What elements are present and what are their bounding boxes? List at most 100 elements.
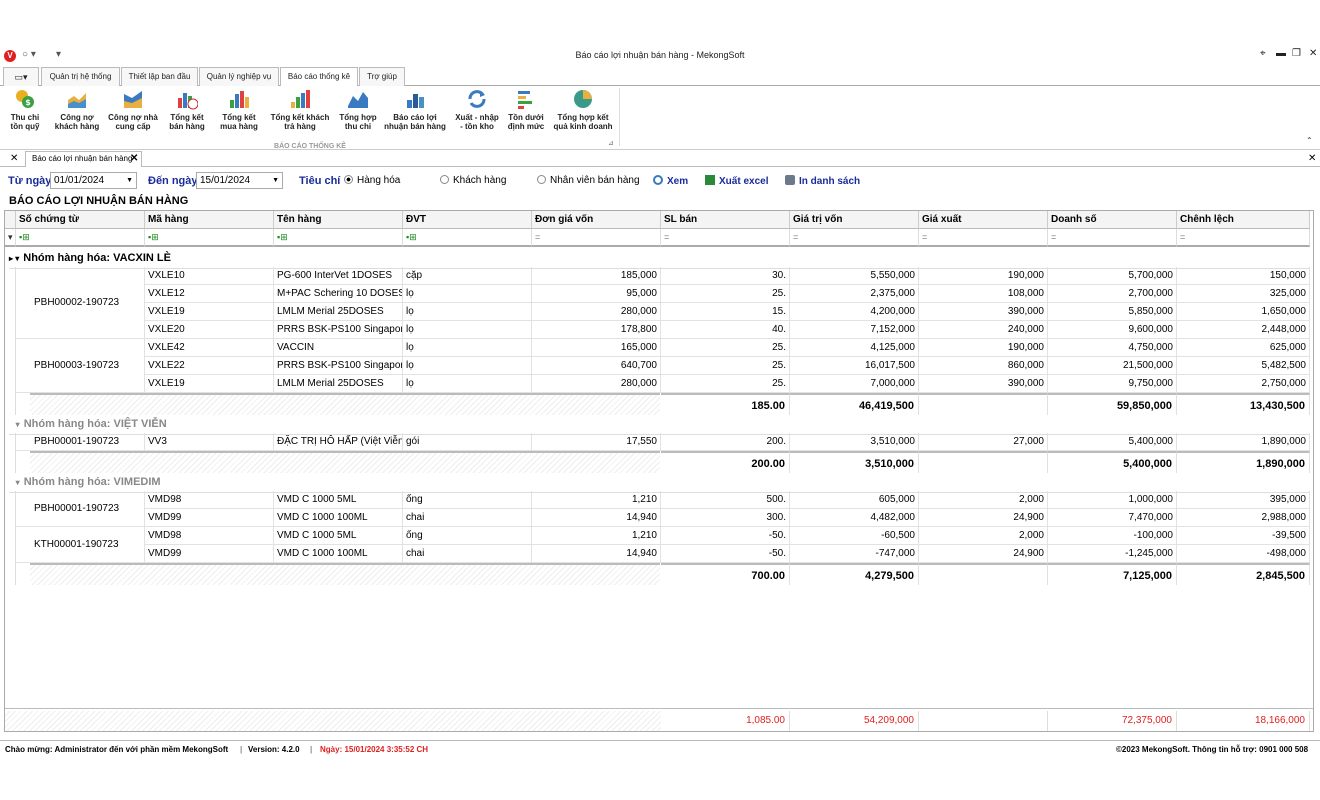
table-cell: LMLM Merial 25DOSES [274,375,403,393]
cong-no-nha-cung-cap-button[interactable]: Công nợ nhà cung cấp [106,88,160,131]
print-list-button[interactable]: In danh sách [785,175,860,187]
summary-hatch [30,451,660,473]
filter-equals-icon[interactable]: = [661,229,790,247]
date-text: Ngày: 15/01/2024 3:35:52 CH [320,745,429,754]
group-sum-sales: 59,850,000 [1048,393,1177,415]
table-cell: 24,900 [919,545,1048,563]
tong-hop-ket-qua-kinh-doanh-button[interactable]: Tổng hợp kết quả kinh doanh [550,88,616,131]
chart-area-icon [124,91,142,108]
maximize-icon[interactable]: ❐ [1292,48,1301,59]
table-cell: ống [403,491,532,509]
tab-tro-giup[interactable]: Trợ giúp [359,67,405,86]
table-cell: -39,500 [1177,527,1310,545]
document-number-cell: PBH00001-190723 [16,433,145,451]
table-cell: 150,000 [1177,267,1310,285]
table-cell: 500. [661,491,790,509]
minimize-icon[interactable]: ▬ [1276,48,1286,59]
radio-hang-hoa[interactable]: Hàng hóa [344,175,400,186]
cong-no-khach-hang-button[interactable]: Công nợ khách hàng [50,88,104,131]
column-header[interactable]: ĐVT [403,211,532,229]
table-cell: VMD C 1000 100ML [274,509,403,527]
radio-khach-hang[interactable]: Khách hàng [440,175,506,186]
restore-layout-icon[interactable]: ⌖ [1260,48,1266,59]
filter-equals-icon[interactable]: = [1177,229,1310,247]
tab-quan-tri-he-thong[interactable]: Quản trị hệ thống [41,67,120,86]
expand-chevron-icon[interactable]: ▾ [9,478,20,487]
table-cell: VMD C 1000 5ML [274,527,403,545]
table-cell: 2,448,000 [1177,321,1310,339]
close-icon[interactable]: ✕ [1309,48,1318,59]
filter-equals-icon[interactable]: = [1048,229,1177,247]
tab-quan-ly-nghiep-vu[interactable]: Quản lý nghiệp vụ [199,67,279,86]
export-excel-button[interactable]: Xuất excel [705,175,768,187]
table-cell: ống [403,527,532,545]
table-cell: 860,000 [919,357,1048,375]
table-cell: 4,125,000 [790,339,919,357]
table-cell: lọ [403,303,532,321]
table-cell: 17,550 [532,433,661,451]
filter-text-icon[interactable]: ▪⊞ [16,229,145,247]
group-header-row[interactable]: ▾ Nhóm hàng hóa: VIMEDIM [9,473,1309,493]
filter-text-icon[interactable]: ▪⊞ [274,229,403,247]
column-header[interactable]: Giá xuất [919,211,1048,229]
ribbon-group-label: BÁO CÁO THỐNG KÊ [274,143,346,150]
quick-access-circle-icon[interactable]: ○ ▾ [22,49,36,60]
table-cell: 1,650,000 [1177,303,1310,321]
expand-chevron-icon[interactable]: ▾ [9,420,20,429]
close-document-icon[interactable]: ✕ [1308,153,1317,164]
tong-ket-ban-hang-button[interactable]: Tổng kết bán hàng [162,88,212,131]
document-number-cell: PBH00002-190723 [16,267,145,339]
filter-equals-icon[interactable]: = [532,229,661,247]
column-header[interactable]: SL bán [661,211,790,229]
table-cell: 165,000 [532,339,661,357]
column-header[interactable]: Tên hàng [274,211,403,229]
report-grid: Số chứng từ Mã hàng Tên hàng ĐVT Đơn giá vốn… [4,210,1314,732]
tab-bao-cao-thong-ke[interactable]: Báo cáo thống kê [280,67,358,87]
bar-chart-icon [291,90,310,108]
filter-equals-icon[interactable]: = [790,229,919,247]
column-header[interactable]: Mã hàng [145,211,274,229]
tong-ket-khach-tra-hang-button[interactable]: Tổng kết khách trả hàng [266,88,334,131]
group-sum-sales: 5,400,000 [1048,451,1177,473]
tong-ket-mua-hang-button[interactable]: Tổng kết mua hàng [214,88,264,131]
filter-text-icon[interactable]: ▪⊞ [145,229,274,247]
group-sum-qty: 200.00 [661,451,790,473]
from-date-input[interactable]: 01/01/2024 ▼ [50,172,137,189]
to-date-input[interactable]: 15/01/2024 ▼ [196,172,283,189]
table-cell: VMD C 1000 5ML [274,491,403,509]
tab-thiet-lap-ban-dau[interactable]: Thiết lập ban đầu [121,67,198,86]
group-header-row[interactable]: ▾ Nhóm hàng hóa: VIỆT VIỄN [9,415,1309,435]
group-sum-empty [919,563,1048,585]
table-cell: 2,750,000 [1177,375,1310,393]
xuat-nhap-ton-kho-button[interactable]: Xuất - nhập - tồn kho [452,88,502,131]
column-header[interactable]: Đơn giá vốn [532,211,661,229]
ton-duoi-dinh-muc-button[interactable]: Tồn dưới định mức [504,88,548,131]
collapse-ribbon-icon[interactable]: ⌃ [1306,136,1313,145]
customize-toolbar-icon[interactable]: ▾ [56,49,62,60]
row-indicator [5,433,16,473]
close-tab-icon[interactable]: ✕ [130,153,139,164]
group-header-row[interactable]: ▸ ▾ Nhóm hàng hóa: VACXIN LÈ [9,249,1309,269]
group-sum-diff: 2,845,500 [1177,563,1310,585]
tong-hop-thu-chi-button[interactable]: Tổng hợp thu chi [336,88,380,131]
table-cell: PRRS BSK-PS100 Singapor... [274,357,403,375]
column-header[interactable]: Doanh số [1048,211,1177,229]
close-all-icon[interactable]: ✕ [10,153,19,164]
table-cell: 200. [661,433,790,451]
tab-app-menu[interactable]: ▭▾ [3,67,39,86]
filter-equals-icon[interactable]: = [919,229,1048,247]
table-cell: 1,890,000 [1177,433,1310,451]
column-header[interactable]: Số chứng từ [16,211,145,229]
doc-tab-bao-cao[interactable]: Báo cáo lợi nhuận bán hàng ✕ [25,151,142,167]
group-expand-icon[interactable]: ⊿ [608,140,614,147]
table-cell: -50. [661,545,790,563]
view-button[interactable]: Xem [653,175,688,187]
column-header[interactable]: Giá trị vốn [790,211,919,229]
filter-text-icon[interactable]: ▪⊞ [403,229,532,247]
radio-nhan-vien-ban-hang[interactable]: Nhân viên bán hàng [537,175,640,186]
thu-chi-ton-quy-button[interactable]: $ Thu chi tồn quỹ [4,88,46,131]
column-header[interactable]: Chênh lệch [1177,211,1310,229]
bao-cao-loi-nhuan-ban-hang-button[interactable]: Báo cáo lợi nhuận bán hàng [382,88,448,131]
expand-chevron-icon[interactable]: ▸ ▾ [9,254,20,263]
totals-hatch [5,711,661,731]
